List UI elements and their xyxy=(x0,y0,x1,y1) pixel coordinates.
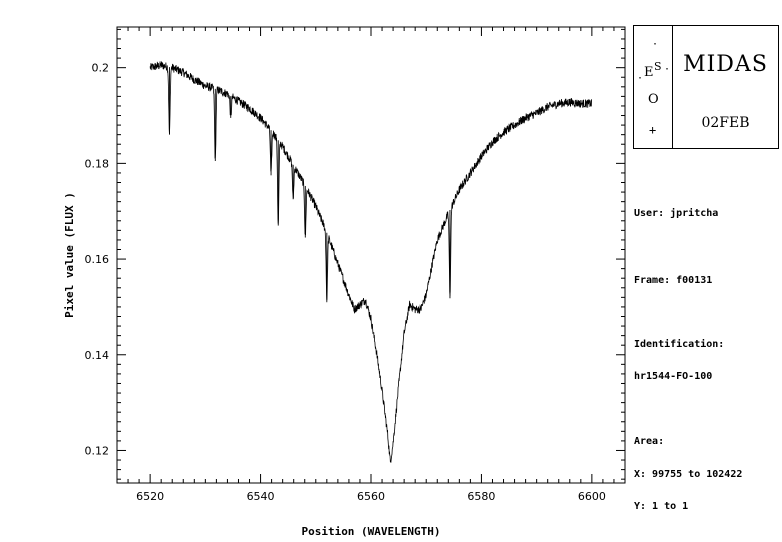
x-axis-ticks: 6520 6540 6560 6580 6600 xyxy=(116,27,626,503)
eso-letter-e: E xyxy=(644,65,654,80)
spectrum-line xyxy=(149,60,592,463)
x-tick-label: 6580 xyxy=(467,490,495,503)
eso-star-left: · xyxy=(637,73,644,84)
midas-title-panel: MIDAS 02FEB xyxy=(673,26,778,148)
info-identification: hr1544-FO-100 xyxy=(634,371,713,382)
midas-title: MIDAS xyxy=(683,52,768,77)
eso-star-top: · xyxy=(652,39,659,50)
y-tick-label: 0.16 xyxy=(85,253,110,266)
absorption-lines xyxy=(169,67,451,300)
info-area-x: X: 99755 to 102422 xyxy=(634,469,743,480)
y-tick-label: 0.14 xyxy=(85,349,110,362)
spectrum-chart: 6520 6540 6560 6580 6600 0.12 0.14 0.16 0.18 0.2… xyxy=(63,26,626,538)
eso-star-right: · xyxy=(664,64,671,75)
x-tick-label: 6600 xyxy=(578,490,606,503)
plot-frame xyxy=(116,26,626,484)
x-axis-title: Position (WAVELENGTH) xyxy=(301,525,440,538)
info-area-label: Area: xyxy=(634,436,665,447)
info-area-y: Y: 1 to 1 xyxy=(634,501,689,512)
eso-letter-o: O xyxy=(648,92,659,107)
eso-logo: · · E S · O + xyxy=(634,26,673,148)
x-tick-label: 6520 xyxy=(136,490,164,503)
y-tick-label: 0.12 xyxy=(85,444,110,457)
x-tick-label: 6540 xyxy=(247,490,275,503)
info-identification-label: Identification: xyxy=(634,339,725,350)
eso-star-bottom: + xyxy=(649,123,657,137)
info-frame: Frame: f00131 xyxy=(634,275,713,286)
y-axis-ticks: 0.12 0.14 0.16 0.18 0.2 xyxy=(85,28,625,480)
y-axis-title: Pixel value (FLUX ) xyxy=(63,192,76,318)
x-tick-label: 6560 xyxy=(357,490,385,503)
info-user: User: jpritcha xyxy=(634,208,719,219)
eso-letter-s: S xyxy=(654,60,662,73)
y-tick-label: 0.18 xyxy=(85,157,110,170)
midas-date: 02FEB xyxy=(701,115,750,131)
y-tick-label: 0.2 xyxy=(92,62,110,75)
midas-logo-box: · · E S · O + MIDAS 02FEB xyxy=(633,25,779,149)
